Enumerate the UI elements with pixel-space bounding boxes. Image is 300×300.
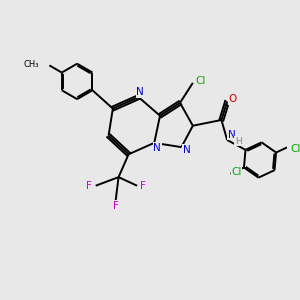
Text: O: O xyxy=(228,94,236,104)
Text: CH₃: CH₃ xyxy=(24,60,39,69)
Text: F: F xyxy=(86,181,92,191)
Text: N: N xyxy=(153,143,161,153)
Text: N: N xyxy=(228,130,235,140)
Text: N: N xyxy=(183,145,190,155)
Text: F: F xyxy=(113,201,118,211)
Text: Cl: Cl xyxy=(232,167,242,177)
Text: H: H xyxy=(235,137,242,146)
Text: Cl: Cl xyxy=(291,143,300,154)
Text: N: N xyxy=(136,87,144,97)
Text: F: F xyxy=(140,181,146,191)
Text: Cl: Cl xyxy=(196,76,206,85)
